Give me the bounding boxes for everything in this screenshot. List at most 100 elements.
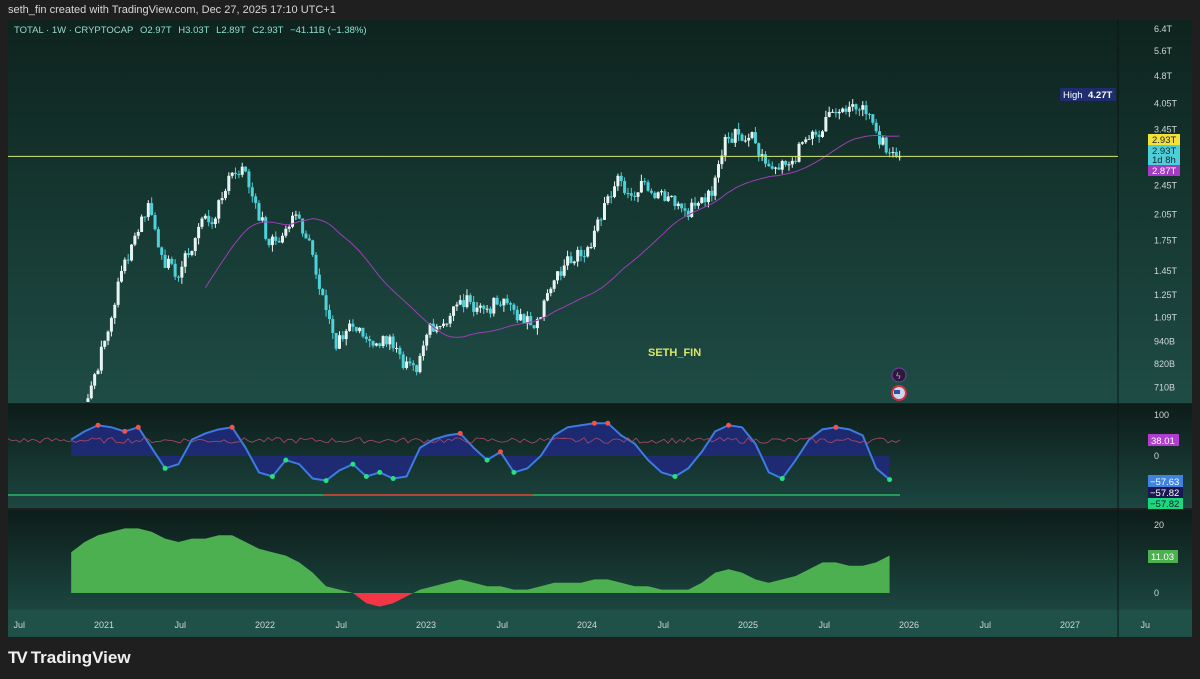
candle bbox=[572, 261, 576, 264]
candle bbox=[441, 323, 445, 326]
candle bbox=[334, 332, 338, 349]
price-tick: 1.09T bbox=[1154, 313, 1178, 323]
candle bbox=[200, 218, 204, 227]
candle bbox=[532, 325, 536, 329]
candle bbox=[354, 326, 358, 332]
candle bbox=[190, 251, 194, 255]
candle bbox=[556, 271, 560, 281]
candle bbox=[535, 319, 539, 329]
candle bbox=[613, 186, 617, 197]
candle bbox=[696, 203, 700, 206]
candle bbox=[804, 139, 808, 143]
candle bbox=[475, 307, 479, 312]
candle bbox=[549, 288, 553, 294]
candle bbox=[381, 336, 385, 347]
osc-value-2: −57.82 bbox=[1150, 488, 1179, 499]
time-tick: Jul bbox=[658, 620, 670, 630]
oscillator-dot bbox=[95, 422, 101, 428]
candle bbox=[519, 314, 523, 321]
oscillator-dot bbox=[390, 476, 396, 482]
bar-countdown: 1d 8h bbox=[1152, 155, 1176, 166]
candle bbox=[452, 306, 456, 316]
lightning-icon[interactable]: ϟ bbox=[891, 367, 907, 383]
candle bbox=[351, 323, 355, 327]
candle bbox=[700, 197, 704, 204]
time-tick: 2024 bbox=[577, 620, 597, 630]
candle bbox=[274, 236, 278, 241]
candle bbox=[522, 314, 526, 324]
candle bbox=[153, 215, 157, 230]
candle bbox=[488, 308, 492, 314]
candle bbox=[854, 104, 858, 110]
candle bbox=[851, 104, 855, 107]
candle bbox=[653, 192, 657, 199]
candle bbox=[542, 300, 546, 318]
osc-signal-value: 38.01 bbox=[1151, 436, 1175, 447]
candle bbox=[894, 151, 898, 158]
candle bbox=[831, 111, 835, 113]
candle bbox=[710, 190, 714, 196]
candle bbox=[227, 175, 231, 191]
candle bbox=[123, 259, 127, 272]
main-pane bbox=[8, 20, 1192, 403]
candle bbox=[810, 131, 814, 139]
candle bbox=[660, 191, 663, 193]
candle bbox=[525, 316, 529, 324]
osc-tick: 100 bbox=[1154, 410, 1169, 420]
price-tick: 6.4T bbox=[1154, 24, 1173, 34]
candle bbox=[545, 293, 549, 301]
candle bbox=[250, 187, 254, 197]
candle bbox=[609, 196, 613, 198]
candle bbox=[267, 238, 271, 246]
tradingview-logo[interactable]: TV TradingView bbox=[8, 648, 131, 668]
candle bbox=[713, 177, 717, 196]
candle bbox=[180, 266, 184, 278]
candle bbox=[780, 160, 784, 170]
oscillator-dot bbox=[323, 478, 329, 484]
candle bbox=[361, 327, 365, 337]
candle bbox=[311, 240, 315, 255]
candle bbox=[579, 249, 583, 257]
candle bbox=[187, 253, 191, 255]
time-tick: 2027 bbox=[1060, 620, 1080, 630]
candle bbox=[344, 330, 348, 340]
time-tick: Jul bbox=[175, 620, 187, 630]
oscillator-dot bbox=[162, 465, 168, 471]
candle bbox=[257, 203, 261, 221]
candle bbox=[599, 219, 603, 221]
candle bbox=[656, 192, 660, 199]
candle bbox=[814, 131, 818, 135]
candle bbox=[301, 218, 305, 234]
price-tick: 4.05T bbox=[1154, 99, 1178, 109]
candle bbox=[247, 171, 251, 188]
candle bbox=[847, 106, 851, 112]
candle bbox=[109, 317, 113, 332]
candle bbox=[445, 323, 449, 325]
candle bbox=[96, 370, 100, 375]
candle bbox=[264, 217, 268, 239]
candle bbox=[277, 240, 281, 243]
candle bbox=[133, 235, 137, 245]
candle bbox=[623, 181, 627, 194]
candle bbox=[234, 172, 238, 175]
oscillator-dot bbox=[498, 449, 503, 455]
us-flag-icon[interactable] bbox=[891, 385, 907, 401]
candle bbox=[136, 231, 140, 236]
oscillator-dot bbox=[511, 469, 517, 475]
candle bbox=[529, 316, 533, 326]
candle bbox=[629, 193, 633, 196]
tradingview-logo-icon: TV bbox=[8, 648, 28, 667]
time-axis[interactable] bbox=[8, 610, 1192, 637]
candle bbox=[163, 254, 167, 268]
candle bbox=[787, 164, 791, 166]
high-tag: High bbox=[1063, 90, 1083, 101]
candle bbox=[576, 249, 580, 262]
ma-value: 2.87T bbox=[1152, 166, 1176, 177]
candle bbox=[499, 304, 502, 306]
candle bbox=[690, 202, 694, 217]
candle bbox=[495, 297, 499, 305]
signal-line bbox=[7, 437, 901, 444]
osc-value-3: −57.82 bbox=[1150, 499, 1179, 510]
symbol-legend[interactable]: TOTAL · 1W · CRYPTOCAP O2.97T H3.03T L2.… bbox=[14, 25, 371, 36]
